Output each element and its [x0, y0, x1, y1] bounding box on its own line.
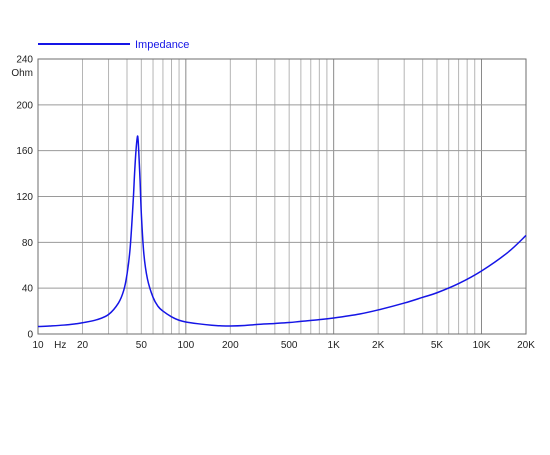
y-tick-label: 160: [16, 146, 33, 157]
legend: Impedance: [38, 39, 189, 51]
x-tick-label: 2K: [372, 340, 385, 351]
x-tick-label: 200: [222, 340, 239, 351]
y-tick-label: 80: [22, 238, 34, 249]
x-tick-label: 20: [77, 340, 89, 351]
legend-label-impedance: Impedance: [135, 39, 189, 51]
major-gridlines: [38, 59, 526, 334]
y-tick-labels: 0 40 80 120 160 200 240: [16, 55, 33, 341]
y-axis-label: Ohm: [11, 68, 33, 79]
x-tick-label: 50: [136, 340, 148, 351]
series-layer: [37, 135, 527, 328]
x-tick-label: 1K: [328, 340, 341, 351]
x-tick-label: 100: [177, 340, 194, 351]
x-tick-label: 10: [32, 340, 44, 351]
x-tick-labels: 10 20 50 100 200 500 1K 2K 5K 10K 20K: [32, 340, 535, 351]
x-axis-label: Hz: [54, 340, 66, 351]
y-tick-label: 0: [27, 330, 33, 341]
y-tick-label: 120: [16, 192, 33, 203]
y-tick-label: 240: [16, 55, 33, 66]
x-tick-label: 10K: [473, 340, 491, 351]
x-tick-label: 500: [281, 340, 298, 351]
plot-frame: [37, 58, 527, 335]
y-tick-label: 40: [22, 284, 34, 295]
series-line-impedance: [37, 135, 527, 328]
x-tick-label: 20K: [517, 340, 535, 351]
y-tick-label: 200: [16, 100, 33, 111]
x-tick-label: 5K: [431, 340, 444, 351]
